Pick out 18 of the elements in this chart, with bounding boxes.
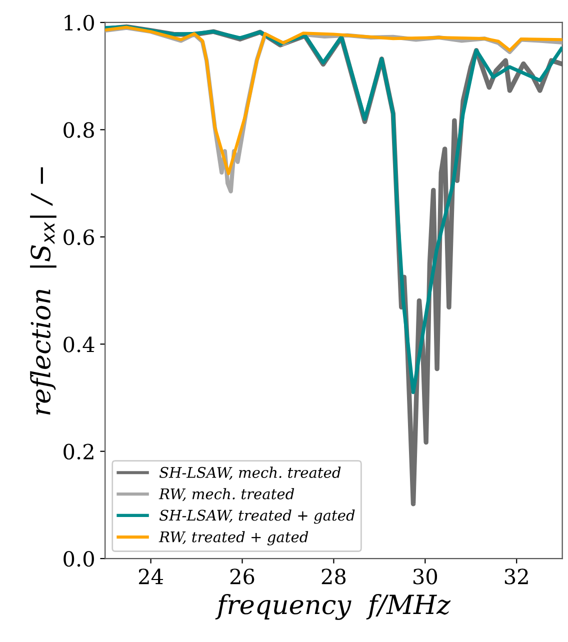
y-tick-label: 1.0 (64, 14, 94, 31)
legend-label: SH-LSAW, treated + gated (159, 509, 355, 524)
x-tick-label: 28 (322, 568, 346, 584)
x-tick-label: 26 (230, 568, 254, 584)
legend-label: SH-LSAW, mech. treated (159, 466, 341, 480)
y-tick-label: 0.6 (64, 229, 94, 246)
y-tick-label: 0.8 (64, 122, 94, 138)
y-tick-label: 0.4 (64, 336, 94, 352)
x-tick-label: 24 (138, 568, 164, 584)
y-axis-title: reflection |S$_{xx}$| / − (30, 167, 56, 415)
x-tick-label: 30 (413, 568, 438, 584)
y-tick-label: 0.0 (64, 550, 94, 567)
line-series (105, 24, 562, 394)
legend-label: RW, mech. treated (158, 488, 294, 502)
y-tick-label: 0.2 (64, 444, 94, 460)
x-axis-title: frequency f/MHz (215, 594, 451, 620)
legend-label: RW, treated + gated (158, 531, 308, 546)
x-tick-label: 32 (504, 568, 528, 584)
